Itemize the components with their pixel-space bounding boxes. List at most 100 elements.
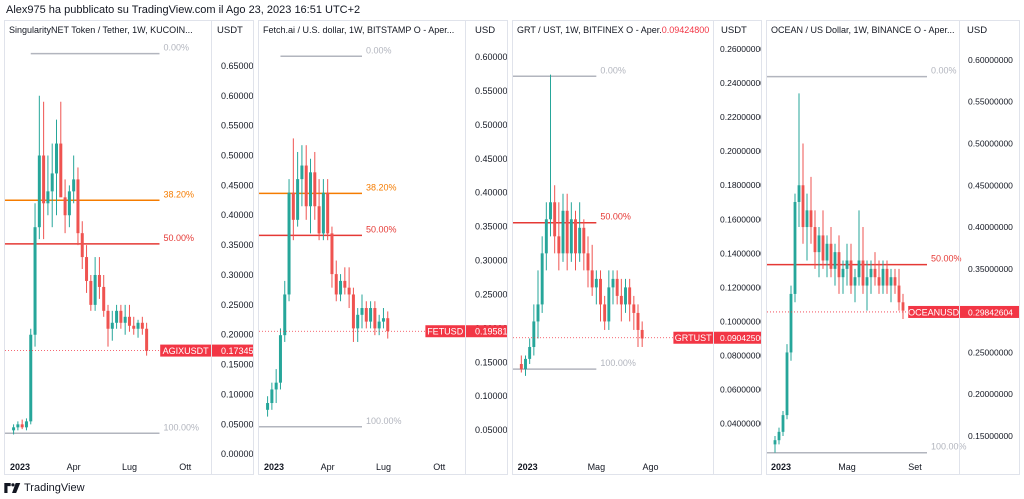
chart-panel-fet[interactable]: 0.60000 0.55000 0.50000 0.45000 0.40000 0.350… <box>258 20 508 475</box>
candle-body <box>853 277 857 286</box>
candle-body <box>881 268 885 286</box>
candle-body <box>326 192 330 234</box>
candle-body <box>586 253 590 271</box>
candle-body <box>615 278 619 296</box>
fib-level-label: 0.00% <box>600 65 626 75</box>
candle-body <box>789 293 793 353</box>
chart-unit: USDT <box>217 25 243 36</box>
price-tag: 0.29842604 <box>968 307 1013 317</box>
candle-body <box>825 243 829 261</box>
footer: TradingView <box>4 480 85 496</box>
candle-body <box>809 210 813 228</box>
symbol-tag-bg <box>160 344 211 357</box>
candle-body <box>599 278 602 305</box>
candle-body <box>893 277 897 286</box>
fib-level-label: 38.20% <box>366 182 397 192</box>
candle-body <box>33 227 37 335</box>
x-tick-label: 2023 <box>771 462 791 472</box>
candle-body <box>861 260 865 286</box>
chart-panel-grt[interactable]: 0.26000000 0.24000000 0.22000000 0.20000000… <box>512 20 762 475</box>
candle-body <box>801 185 805 228</box>
chart-unit: USD <box>475 25 496 36</box>
candle-body <box>364 308 368 322</box>
candle-body <box>347 287 351 295</box>
candle-body <box>80 233 84 258</box>
candle-body <box>582 227 586 254</box>
tradingview-logo-icon <box>4 483 21 493</box>
y-tick-label: 0.30000 <box>221 270 254 280</box>
y-tick-label: 0.55000 <box>221 121 254 131</box>
candle-body <box>574 219 577 254</box>
x-tick-label: Lug <box>122 462 137 472</box>
chart-panel-ocean[interactable]: 0.60000000 0.55000000 0.50000000 0.45000000… <box>766 20 1020 475</box>
chart-unit: USDT <box>721 25 747 36</box>
candle-body <box>557 236 561 254</box>
candle-body <box>283 294 287 336</box>
chart-svg[interactable]: 0.65000 0.60000 0.55000 0.50000 0.45000 0.400… <box>5 21 254 475</box>
price-tag-bg <box>713 331 761 344</box>
candle-body <box>270 389 274 404</box>
y-tick-label: 0.22000000 <box>720 112 762 122</box>
candle-body <box>785 352 789 416</box>
chart-unit: USD <box>967 25 988 36</box>
y-tick-label: 0.18000000 <box>720 180 762 190</box>
price-tag: 0.19581 <box>475 327 508 337</box>
y-tick-label: 0.15000 <box>475 357 508 367</box>
x-tick-label: 2023 <box>518 462 538 472</box>
candle-body <box>857 260 861 278</box>
fib-level-label: 50.00% <box>366 224 397 234</box>
candle-body <box>85 257 89 281</box>
candle-body <box>291 192 295 220</box>
y-tick-label: 0.20000000 <box>720 146 762 156</box>
candle-body <box>885 268 889 286</box>
candle-body <box>59 143 63 198</box>
candle-body <box>136 322 140 329</box>
candle-body <box>145 328 149 351</box>
candle-body <box>549 202 552 220</box>
y-tick-label: 0.40000 <box>221 210 254 220</box>
y-tick-label: 0.35000000 <box>968 264 1013 274</box>
candle-body <box>524 358 527 370</box>
candle-body <box>793 201 797 294</box>
x-tick-label: Ago <box>642 462 658 472</box>
candle-body <box>123 316 127 323</box>
chart-svg[interactable]: 0.26000000 0.24000000 0.22000000 0.20000000… <box>513 21 762 475</box>
candle-body <box>300 165 304 180</box>
candle-body <box>845 260 849 269</box>
y-tick-label: 0.25000 <box>475 289 508 299</box>
candle-body <box>339 280 343 295</box>
candle-body <box>873 268 877 278</box>
y-tick-label: 0.50000000 <box>968 138 1013 148</box>
chart-panel-agix[interactable]: 0.65000 0.60000 0.55000 0.50000 0.45000 0.400… <box>4 20 254 475</box>
symbol-tag-bg <box>673 331 713 344</box>
candle-body <box>343 280 347 288</box>
x-tick-label: Set <box>908 462 922 472</box>
candle-body <box>817 235 821 253</box>
chart-svg[interactable]: 0.60000000 0.55000000 0.50000000 0.45000000… <box>767 21 1020 475</box>
candle-body <box>29 334 33 422</box>
y-tick-label: 0.35000 <box>475 222 508 232</box>
candle-body <box>773 440 777 445</box>
candle-body <box>308 172 313 207</box>
y-tick-label: 0.04000000 <box>720 419 762 429</box>
candle-body <box>897 285 901 303</box>
price-tag-bg <box>211 344 253 357</box>
y-tick-label: 0.08000000 <box>720 350 762 360</box>
candle-body <box>24 421 28 428</box>
candle-body <box>50 173 54 192</box>
chart-svg[interactable]: 0.60000 0.55000 0.50000 0.45000 0.40000 0.350… <box>259 21 508 475</box>
x-tick-label: Lug <box>376 462 391 472</box>
fib-level-label: 50.00% <box>164 233 195 243</box>
candle-body <box>607 287 611 322</box>
candle-body <box>821 235 825 261</box>
y-tick-label: 0.55000000 <box>968 97 1013 107</box>
candle-body <box>813 227 817 253</box>
candle-body <box>266 403 270 410</box>
candle-body <box>386 318 390 332</box>
candle-body <box>106 310 110 329</box>
y-tick-label: 0.24000000 <box>720 78 762 88</box>
candle-body <box>93 274 97 305</box>
candle-body <box>536 304 540 322</box>
y-tick-label: 0.50000 <box>221 151 254 161</box>
y-tick-label: 0.55000 <box>475 86 508 96</box>
